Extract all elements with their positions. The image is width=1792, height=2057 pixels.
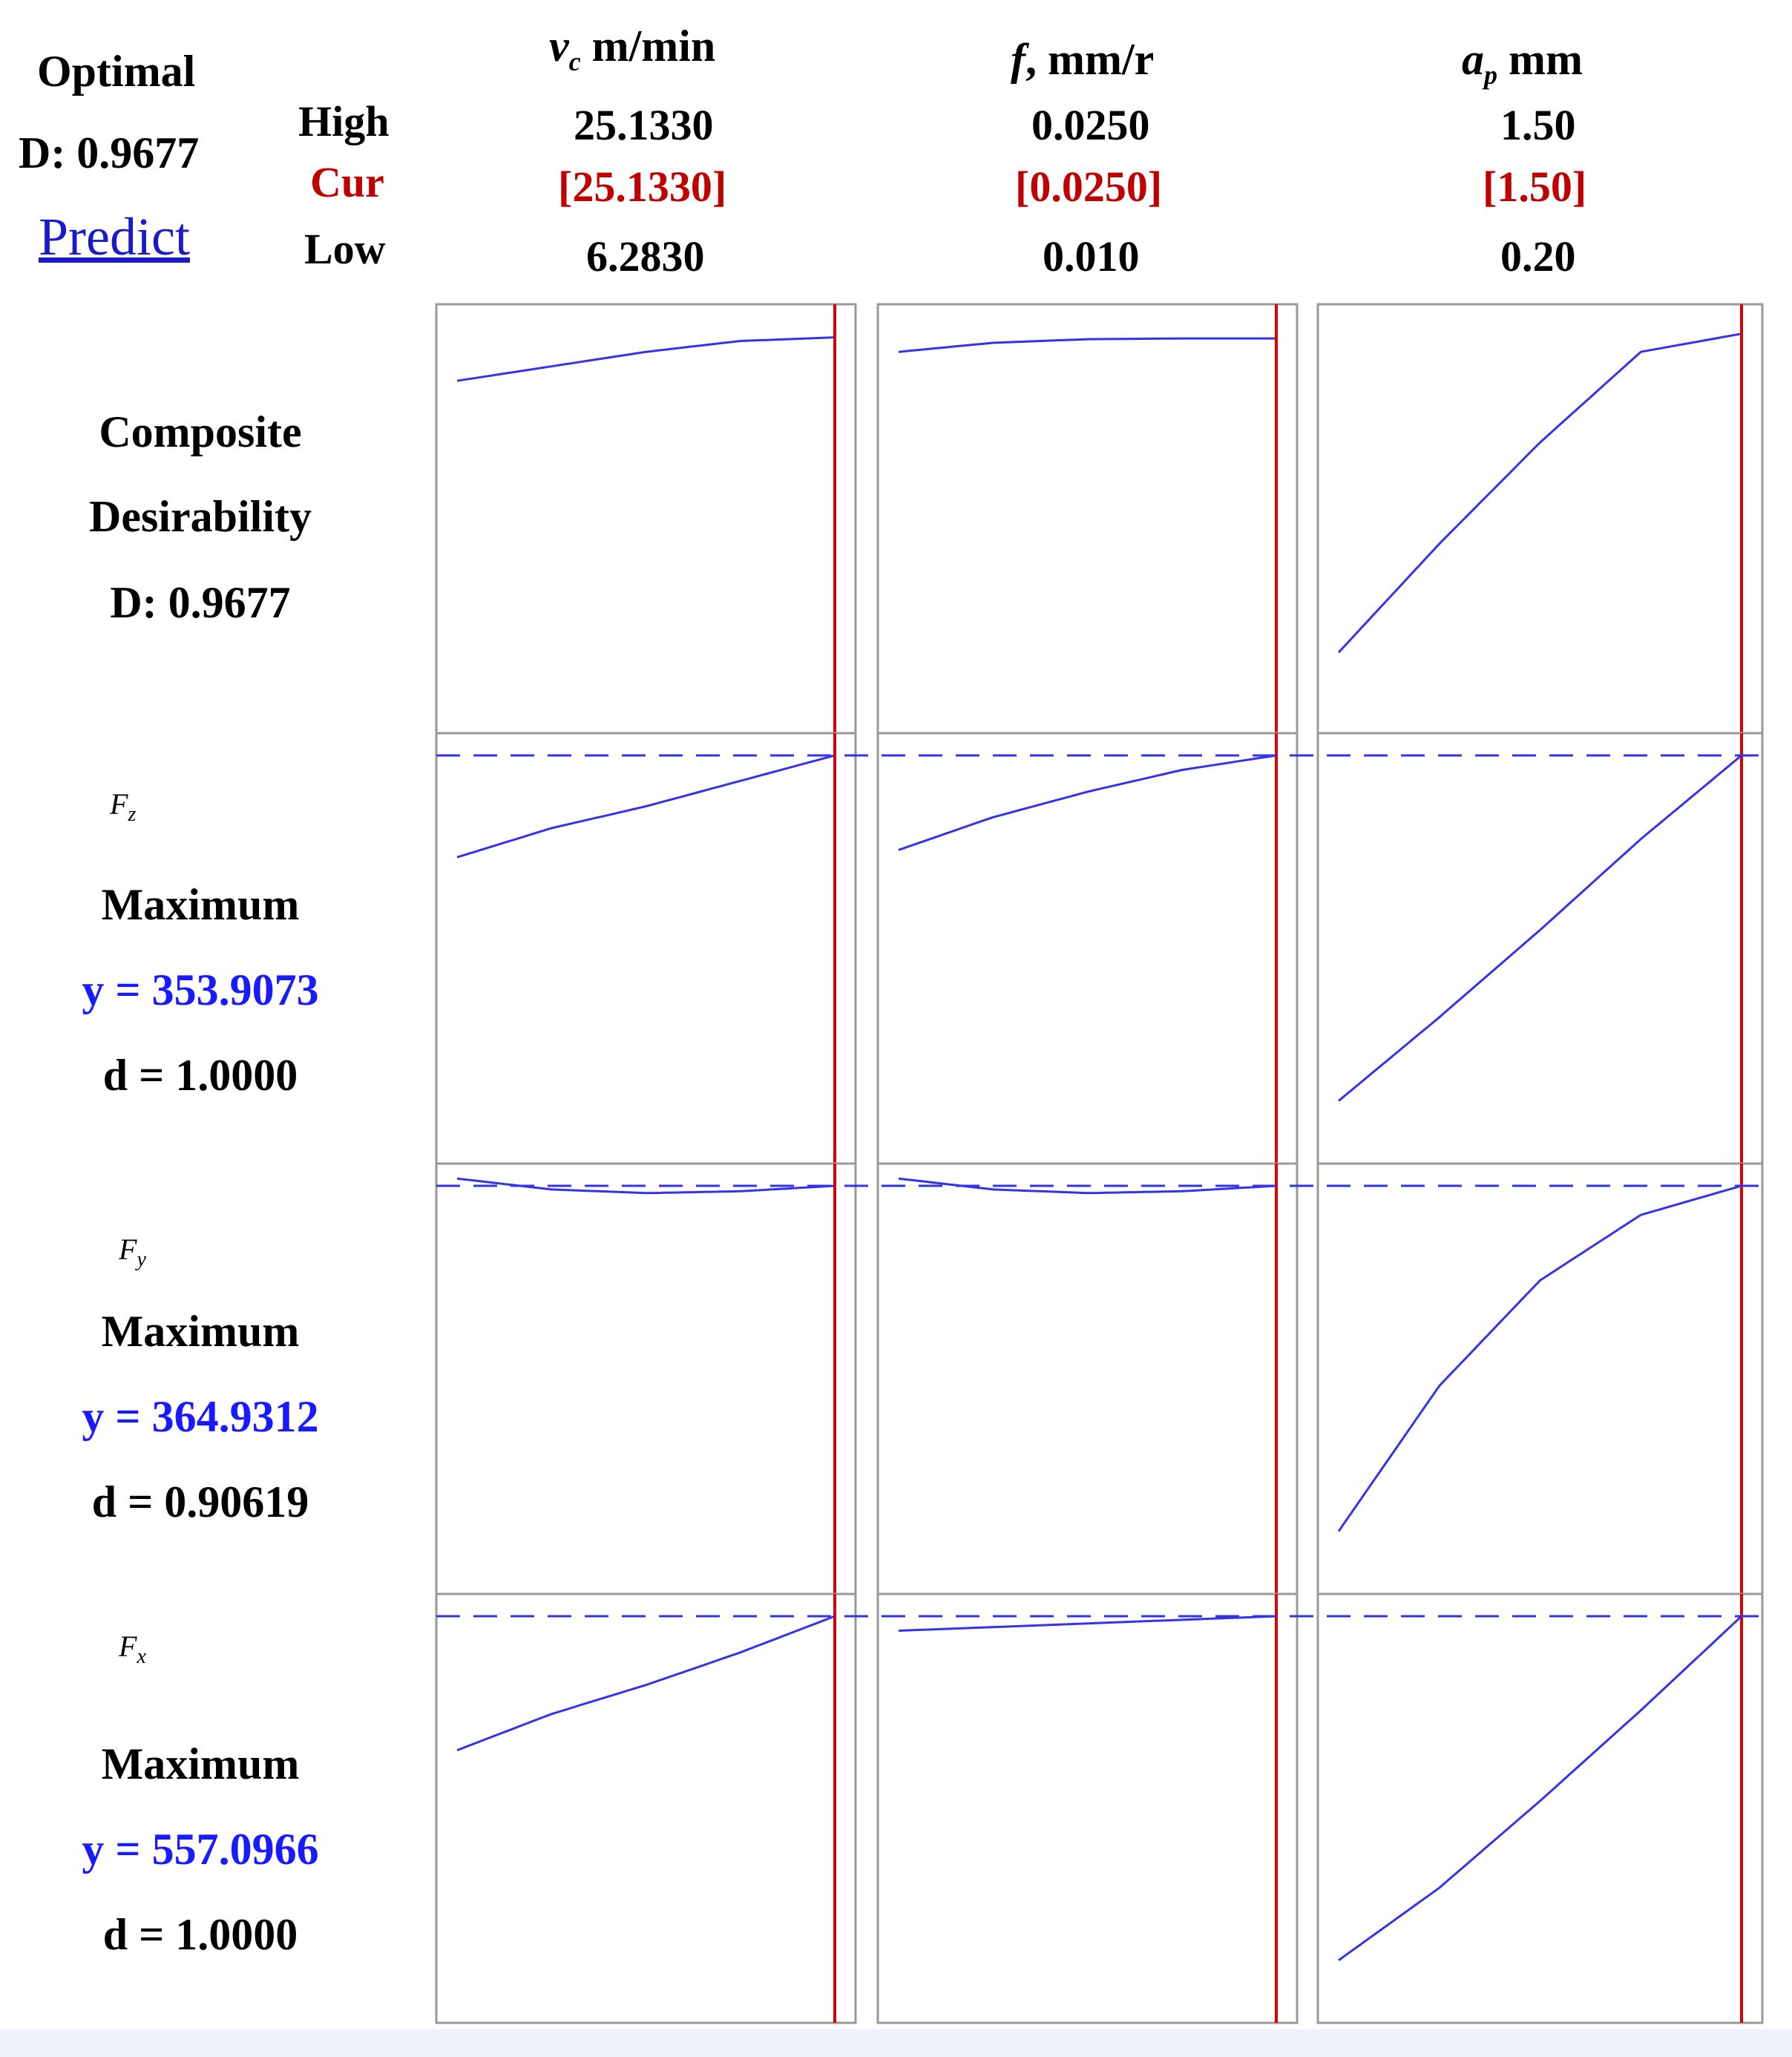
response-curve — [456, 1615, 836, 1751]
individual-d: d = 0.90619 — [91, 1477, 309, 1526]
response-curve — [898, 337, 1276, 353]
factor-symbol: v — [549, 22, 569, 70]
factor-low-value: 6.2830 — [586, 232, 705, 280]
factor-unit: mm — [1497, 35, 1583, 84]
panel-frame — [1316, 1162, 1764, 1595]
panel-frame — [1316, 303, 1764, 735]
factor-header-f: f, mm/r — [1011, 34, 1154, 85]
panel-frame — [435, 1162, 857, 1595]
factor-high-value: 25.1330 — [574, 101, 714, 149]
panel-frame — [876, 303, 1299, 735]
composite-label: Desirability — [89, 492, 312, 541]
response-curve — [1337, 1184, 1742, 1532]
goal-label: Maximum — [101, 880, 300, 929]
factor-cur-value[interactable]: [0.0250] — [1015, 163, 1163, 211]
response-curve — [898, 754, 1277, 851]
factor-unit: m/min — [580, 22, 716, 70]
level-cur-label: Cur — [310, 158, 384, 206]
factor-low-value: 0.010 — [1043, 232, 1140, 280]
individual-d: d = 1.0000 — [102, 1910, 298, 1959]
status-strip — [0, 2030, 1792, 2057]
response-curve — [1338, 1615, 1743, 1961]
factor-header-ap: ap mm — [1462, 34, 1583, 91]
factor-subscript: p — [1484, 60, 1497, 90]
panel-frame — [876, 1592, 1299, 2024]
factor-high-value: 0.0250 — [1031, 101, 1150, 149]
response-curve — [456, 336, 836, 382]
overall-desirability: D: 0.9677 — [19, 128, 200, 177]
panel-frame — [435, 732, 857, 1165]
factor-symbol: a — [1462, 35, 1484, 84]
response-name: Fx — [119, 1630, 146, 1668]
factor-header-vc: vc m/min — [549, 21, 715, 77]
composite-d: D: 0.9677 — [110, 578, 291, 627]
panel-frame — [435, 1592, 857, 2024]
goal-label: Maximum — [101, 1307, 300, 1356]
predicted-y: y = 353.9073 — [82, 965, 319, 1014]
factor-unit: , mm/r — [1025, 35, 1155, 84]
factor-cur-value[interactable]: [25.1330] — [558, 163, 727, 211]
goal-label: Maximum — [101, 1739, 300, 1788]
predicted-y: y = 364.9312 — [82, 1392, 319, 1441]
response-name: Fy — [119, 1233, 146, 1271]
panel-frame — [876, 1162, 1299, 1595]
response-curve — [456, 754, 836, 859]
panel-frame — [1316, 1592, 1764, 2024]
response-name: Fz — [110, 787, 137, 826]
factor-symbol: f — [1011, 35, 1025, 84]
composite-label: Composite — [99, 407, 302, 456]
response-curve — [1338, 754, 1742, 1102]
panel-frame — [435, 303, 857, 735]
predict-link[interactable]: Predict — [39, 207, 190, 266]
response-curve — [898, 1615, 1277, 1632]
factor-high-value: 1.50 — [1500, 101, 1576, 149]
predicted-y: y = 557.0966 — [82, 1825, 319, 1874]
factor-low-value: 0.20 — [1500, 232, 1576, 280]
panel-frame — [1316, 732, 1764, 1165]
level-high-label: High — [298, 97, 390, 145]
panel-frame — [876, 732, 1299, 1165]
level-low-label: Low — [304, 225, 386, 273]
individual-d: d = 1.0000 — [102, 1051, 298, 1100]
response-curve — [1337, 332, 1742, 654]
optimal-label: Optimal — [37, 47, 196, 96]
factor-cur-value[interactable]: [1.50] — [1483, 163, 1587, 211]
factor-subscript: c — [568, 47, 581, 76]
